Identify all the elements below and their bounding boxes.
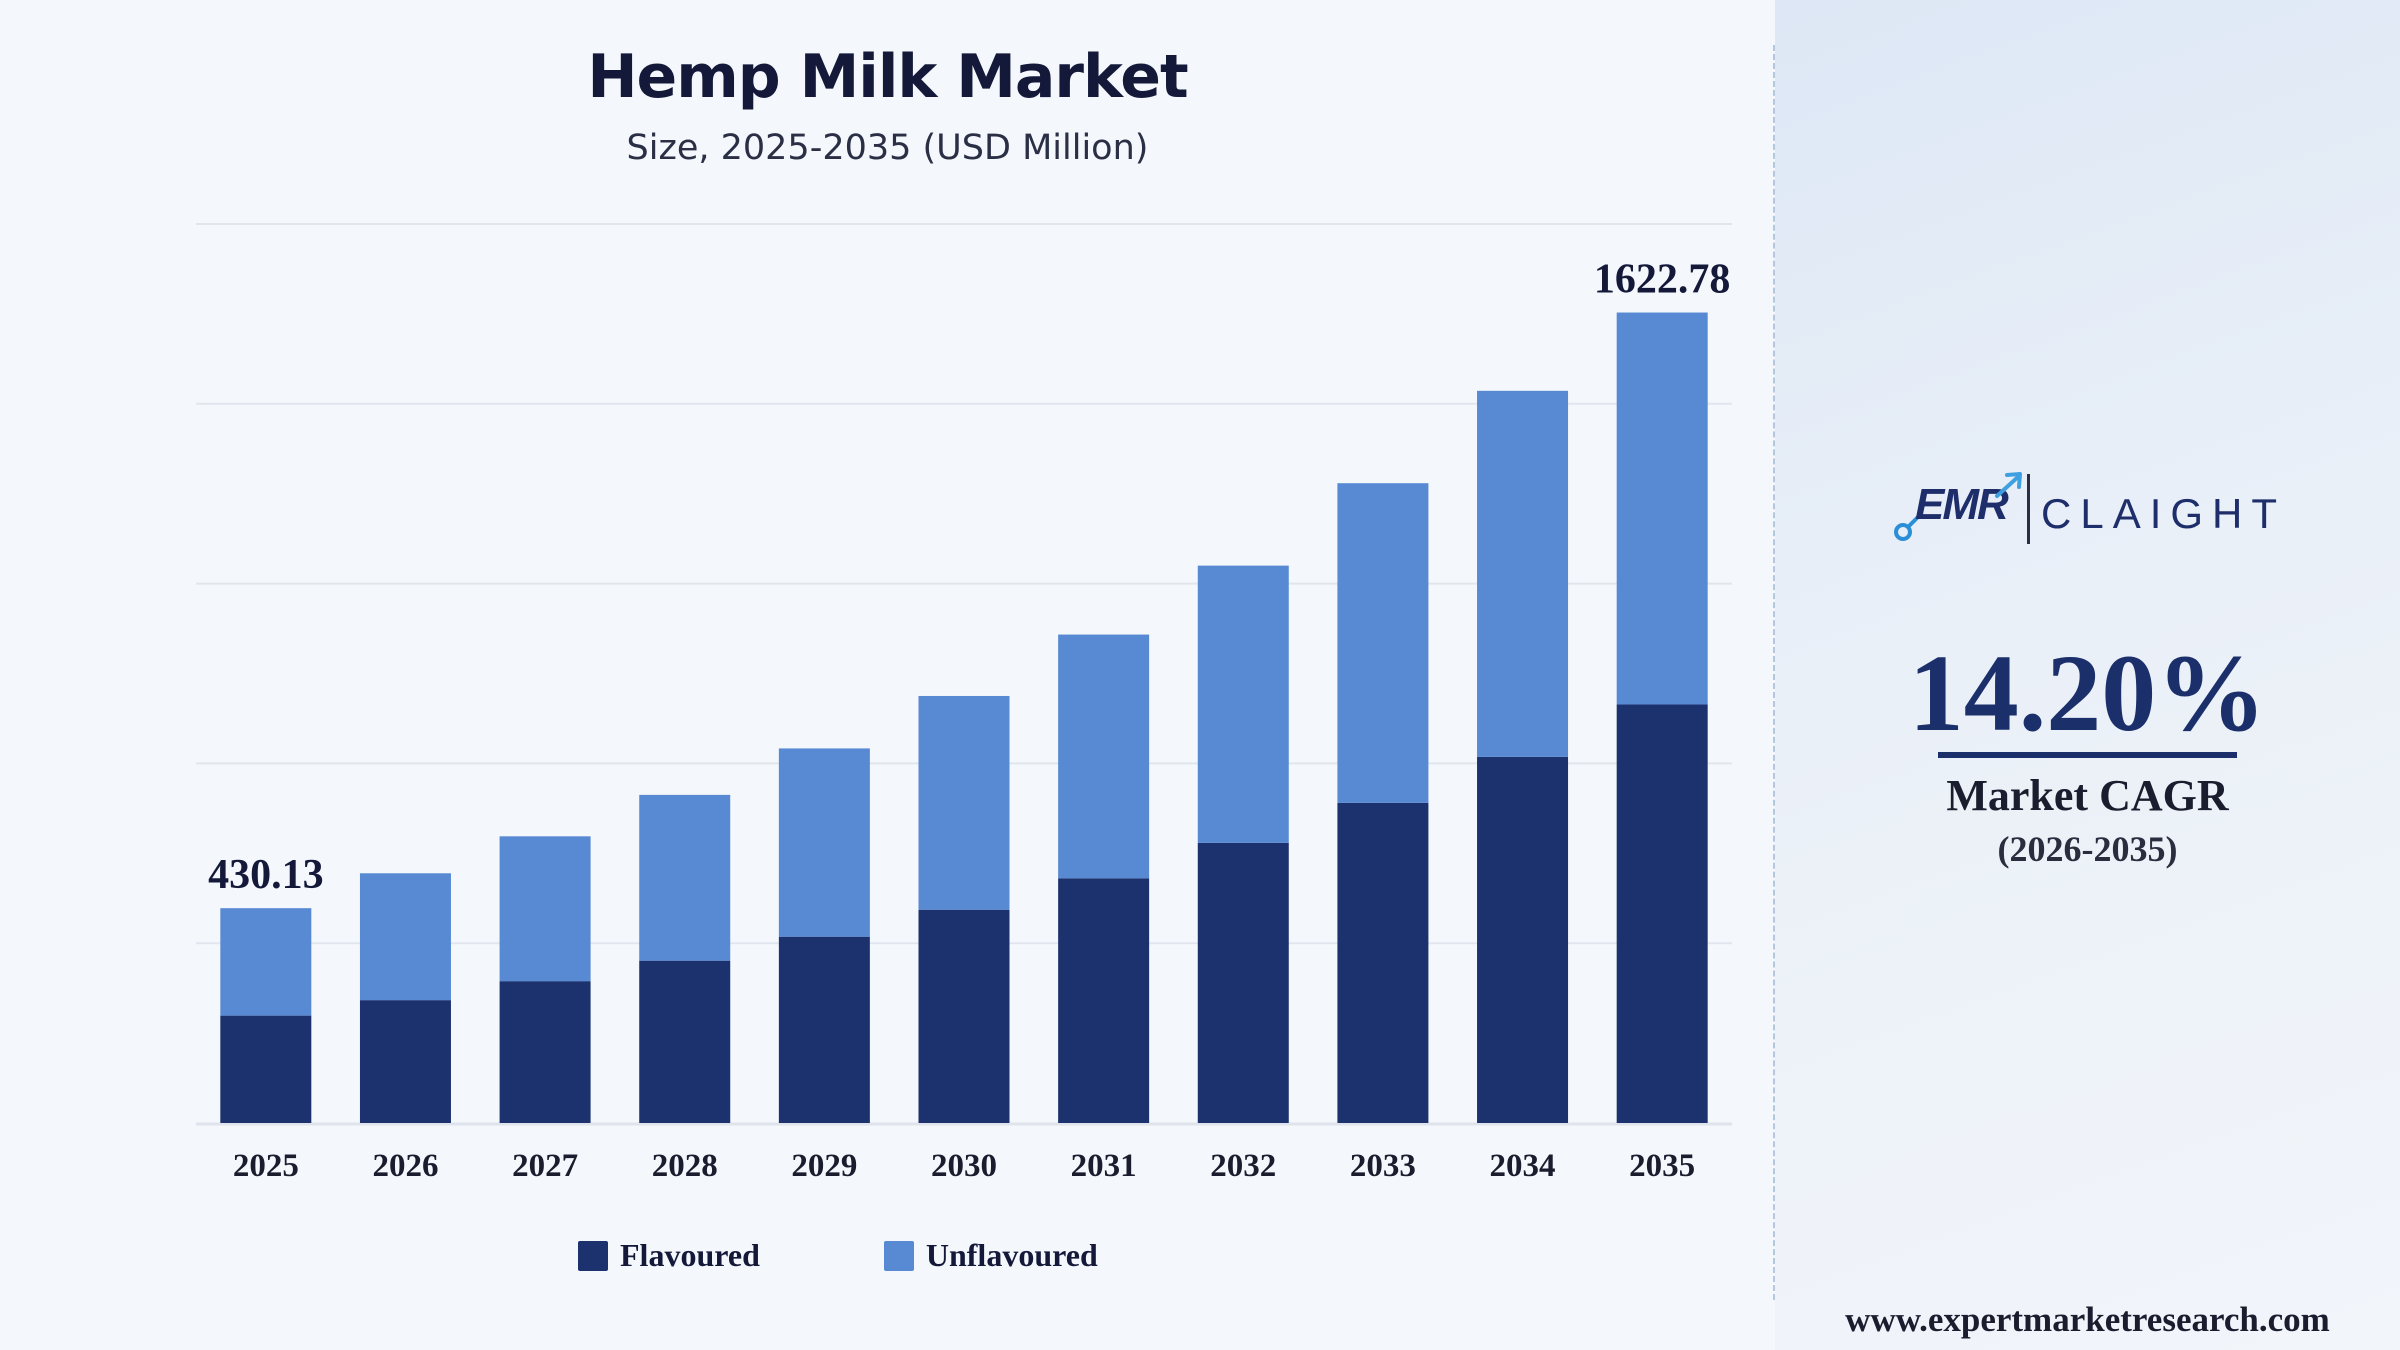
legend-item-unflavoured: Unflavoured <box>883 1237 1098 1274</box>
logo-link-icon <box>1894 514 1921 541</box>
x-tick-label-2028: 2028 <box>652 1148 718 1184</box>
bar-flavoured-2031 <box>1058 878 1150 1123</box>
chart-panel: Hemp Milk Market Size, 2025-2035 (USD Mi… <box>196 42 1732 1274</box>
emr-claight-logo: EMR CLAIGHT <box>1893 470 2283 550</box>
legend-item-flavoured: Flavoured <box>578 1237 760 1274</box>
x-tick-label-2025: 2025 <box>233 1148 299 1184</box>
bar-unflavoured-2029 <box>778 748 870 937</box>
data-label-2025: 430.13 <box>208 852 324 898</box>
bar-unflavoured-2030 <box>918 695 1010 910</box>
legend-swatch-flavoured <box>578 1240 608 1271</box>
bar-chart: 2025 2026 2027 2028 2029 2030 2031 2032 2033 2034… <box>196 223 1732 1184</box>
bar-unflavoured-2025 <box>220 908 312 1016</box>
bar-flavoured-2026 <box>359 1000 451 1123</box>
logo-claight-text: CLAIGHT <box>2041 490 2287 537</box>
x-tick-label-2033: 2033 <box>1350 1148 1416 1184</box>
x-tick-label-2032: 2032 <box>1210 1148 1276 1184</box>
x-tick-label-2027: 2027 <box>512 1148 578 1184</box>
bar-flavoured-2025 <box>220 1015 312 1123</box>
bar-flavoured-2035 <box>1616 704 1708 1123</box>
bar-flavoured-2029 <box>778 936 870 1123</box>
side-panel <box>1775 0 2400 1350</box>
logo-emr-text: EMR <box>1915 480 2009 529</box>
legend-swatch-unflavoured <box>883 1240 914 1271</box>
x-tick-label-2031: 2031 <box>1071 1148 1137 1184</box>
bar-flavoured-2030 <box>918 909 1010 1123</box>
chart-subtitle: Size, 2025-2035 (USD Million) <box>626 128 1149 168</box>
data-label-2035: 1622.78 <box>1594 257 1731 303</box>
bar-flavoured-2028 <box>639 960 731 1123</box>
cagr-label: Market CAGR <box>1946 771 2229 820</box>
bar-flavoured-2032 <box>1197 842 1289 1123</box>
bar-flavoured-2034 <box>1477 756 1569 1123</box>
bar-unflavoured-2033 <box>1337 483 1429 803</box>
bar-unflavoured-2032 <box>1197 565 1289 843</box>
x-tick-label-2030: 2030 <box>931 1148 997 1184</box>
logo-arrow-icon <box>1995 472 2022 498</box>
cagr-value: 14.20% <box>1908 632 2267 754</box>
panel-divider <box>1773 45 1776 1300</box>
logo-separator <box>2027 474 2030 544</box>
cagr-underline <box>1938 752 2237 758</box>
bar-unflavoured-2027 <box>499 836 591 982</box>
cagr-period: (2026-2035) <box>1997 829 2178 869</box>
legend-label-unflavoured: Unflavoured <box>925 1237 1098 1273</box>
x-tick-label-2034: 2034 <box>1490 1148 1556 1184</box>
chart-title: Hemp Milk Market <box>587 42 1188 112</box>
bar-unflavoured-2035 <box>1616 312 1708 705</box>
x-tick-label-2026: 2026 <box>372 1148 438 1184</box>
bar-unflavoured-2028 <box>639 794 731 961</box>
website-url: www.expertmarketresearch.com <box>1845 1300 2330 1339</box>
bar-flavoured-2027 <box>499 981 591 1123</box>
x-tick-label-2035: 2035 <box>1629 1148 1695 1184</box>
bar-unflavoured-2034 <box>1477 390 1569 757</box>
legend-label-flavoured: Flavoured <box>620 1237 760 1273</box>
bar-unflavoured-2026 <box>359 873 451 1001</box>
bar-flavoured-2033 <box>1337 802 1429 1123</box>
x-tick-label-2029: 2029 <box>791 1148 857 1184</box>
chart-legend: Flavoured Unflavoured <box>578 1237 1222 1274</box>
bar-unflavoured-2031 <box>1058 634 1150 879</box>
